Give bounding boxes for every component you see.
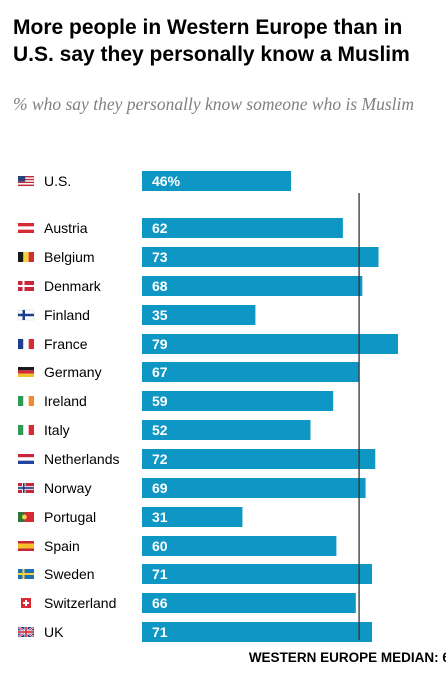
value-label: 72 (152, 451, 168, 467)
bar (142, 334, 398, 354)
category-label: Norway (44, 480, 91, 496)
value-label: 31 (152, 509, 168, 525)
bar (142, 362, 360, 382)
bar (142, 449, 376, 469)
flag-switzerland-icon (21, 598, 31, 608)
category-label: France (44, 336, 88, 352)
value-label: 35 (152, 307, 168, 323)
bar (142, 622, 373, 642)
flag-spain-icon (18, 541, 34, 551)
value-label: 69 (152, 480, 168, 496)
bar (142, 171, 292, 191)
category-label: Finland (44, 307, 90, 323)
flag-netherlands-icon (18, 454, 34, 464)
bar (142, 420, 311, 440)
flag-france-icon (18, 339, 34, 349)
bar (142, 247, 379, 267)
bar (142, 593, 356, 613)
value-label: 60 (152, 538, 168, 554)
flag-norway-icon (18, 483, 34, 493)
bar (142, 536, 337, 556)
bar (142, 305, 256, 325)
category-label: Germany (44, 364, 102, 380)
bar (142, 391, 334, 411)
category-label: Sweden (44, 566, 95, 582)
flag-finland-icon (17, 309, 35, 321)
median-label: WESTERN EUROPE MEDIAN: 67% (249, 650, 446, 665)
flag-sweden-icon (18, 569, 34, 579)
category-label: Belgium (44, 249, 95, 265)
category-label: Ireland (44, 393, 87, 409)
flag-denmark-icon (18, 281, 34, 291)
bar (142, 276, 363, 296)
bar (142, 218, 343, 238)
flag-portugal-icon (18, 512, 34, 522)
flag-germany-icon (18, 367, 34, 377)
flag-uk-icon (17, 626, 35, 638)
chart-subtitle: % who say they personally know someone w… (13, 94, 414, 114)
value-label: 68 (152, 278, 168, 294)
value-label: 71 (152, 566, 168, 582)
value-label: 52 (152, 422, 168, 438)
value-label: 66 (152, 595, 168, 611)
category-label: Netherlands (44, 451, 120, 467)
category-label: Switzerland (44, 595, 116, 611)
bar (142, 564, 373, 584)
value-label: 71 (152, 624, 168, 640)
flag-belgium-icon (18, 252, 34, 262)
flag-italy-icon (18, 425, 34, 435)
category-label: Denmark (44, 278, 102, 294)
flag-austria-icon (18, 223, 34, 233)
bar (142, 478, 366, 498)
value-label: 67 (152, 364, 168, 380)
value-label: 62 (152, 220, 168, 236)
chart-title: More people in Western Europe than in U.… (13, 16, 410, 66)
bar (142, 507, 243, 527)
value-label: 59 (152, 393, 168, 409)
value-label: 79 (152, 336, 168, 352)
value-label: 46% (152, 173, 181, 189)
category-label: UK (44, 624, 64, 640)
category-label: Italy (44, 422, 70, 438)
flag-ireland-icon (18, 396, 34, 406)
flag-us-icon (18, 176, 34, 187)
category-label: Portugal (44, 509, 96, 525)
value-label: 73 (152, 249, 168, 265)
category-label: Austria (44, 220, 88, 236)
category-label: Spain (44, 538, 80, 554)
category-label: U.S. (44, 173, 71, 189)
